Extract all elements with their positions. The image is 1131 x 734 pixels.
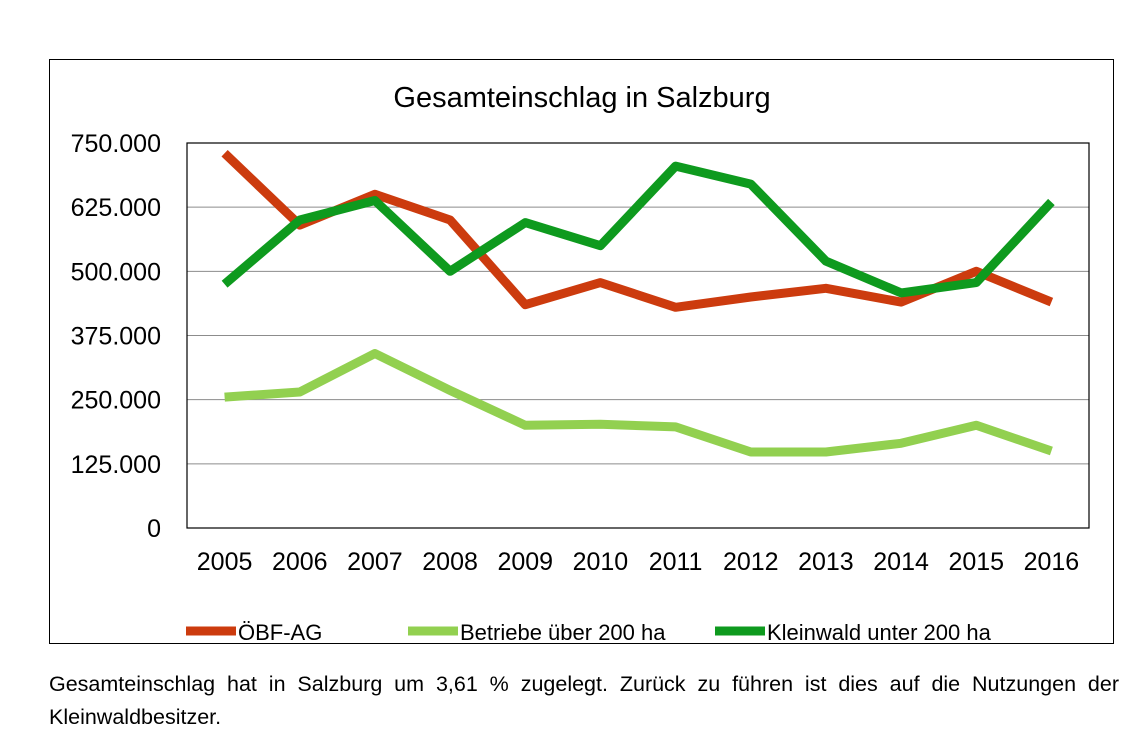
y-tick-label: 250.000: [71, 387, 161, 415]
legend-label: Kleinwald unter 200 ha: [767, 620, 992, 645]
x-tick-label: 2006: [272, 548, 328, 576]
y-tick-label: 500.000: [71, 258, 161, 286]
plot-area: [186, 142, 1090, 529]
x-tick-label: 2016: [1024, 548, 1080, 576]
chart-title: Gesamteinschlag in Salzburg: [393, 82, 770, 114]
x-tick-label: 2005: [197, 548, 253, 576]
legend-label: Betriebe über 200 ha: [460, 620, 666, 645]
y-tick-label: 375.000: [71, 323, 161, 351]
x-tick-label: 2007: [347, 548, 403, 576]
x-tick-label: 2012: [723, 548, 779, 576]
y-tick-label: 625.000: [71, 194, 161, 222]
chart-frame: Gesamteinschlag in Salzburg 0 125.000 250.0…: [49, 59, 1114, 645]
x-tick-label: 2011: [649, 548, 703, 576]
series-line-1: [221, 150, 1054, 312]
legend-label: ÖBF-AG: [238, 620, 322, 645]
x-tick-label: 2013: [798, 548, 854, 576]
series-line-2: [224, 349, 1053, 457]
y-tick-label: 750.000: [71, 130, 161, 158]
line-chart: Gesamteinschlag in Salzburg 0 125.000 250.0…: [71, 82, 1090, 645]
y-tick-label: 125.000: [71, 451, 161, 479]
x-tick-label: 2015: [948, 548, 1004, 576]
x-tick-label: 2010: [573, 548, 629, 576]
x-tick-label: 2014: [873, 548, 929, 576]
x-tick-label: 2009: [497, 548, 553, 576]
chart-caption: Gesamteinschlag hat in Salzburg um 3,61 …: [49, 672, 1119, 729]
series-line-3: [221, 161, 1055, 298]
y-tick-label: 0: [147, 515, 161, 543]
x-tick-label: 2008: [422, 548, 478, 576]
